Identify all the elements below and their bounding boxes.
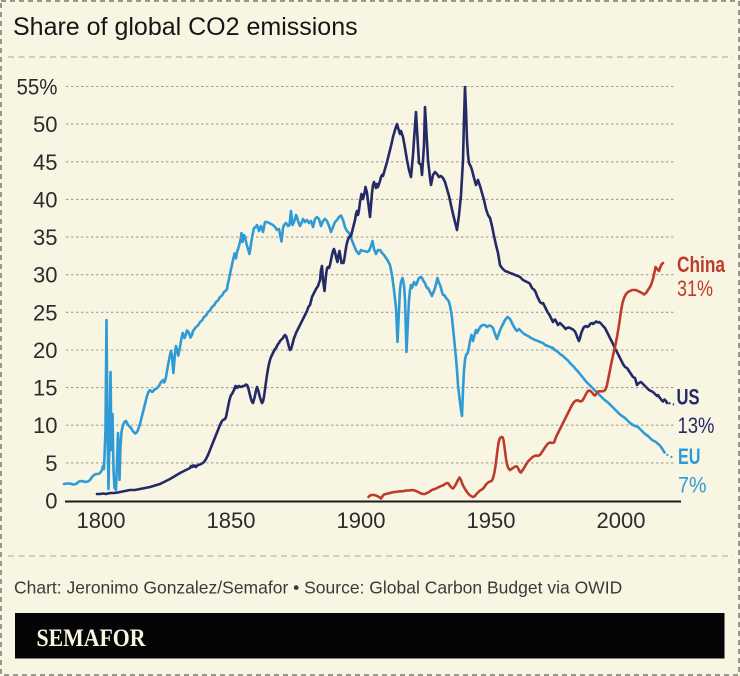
svg-text:55%: 55% <box>17 75 58 100</box>
svg-text:1850: 1850 <box>207 508 256 533</box>
svg-text:US: US <box>677 385 700 410</box>
svg-text:50: 50 <box>33 112 57 137</box>
svg-text:40: 40 <box>33 187 57 212</box>
svg-text:35: 35 <box>33 225 57 250</box>
svg-text:1800: 1800 <box>77 508 126 533</box>
svg-text:20: 20 <box>33 338 57 363</box>
svg-text:7%: 7% <box>678 473 707 498</box>
svg-text:15: 15 <box>33 376 57 401</box>
svg-text:0: 0 <box>45 489 57 514</box>
svg-text:45: 45 <box>33 150 57 175</box>
svg-text:10: 10 <box>33 413 57 438</box>
svg-text:2000: 2000 <box>597 508 646 533</box>
svg-text:China: China <box>677 252 726 277</box>
svg-text:Share of global CO2 emissions: Share of global CO2 emissions <box>13 13 358 41</box>
svg-text:31%: 31% <box>677 276 713 301</box>
svg-text:5: 5 <box>45 451 57 476</box>
svg-text:Chart: Jeronimo Gonzalez/Semaf: Chart: Jeronimo Gonzalez/Semafor • Sourc… <box>14 578 622 598</box>
svg-text:13%: 13% <box>678 413 715 438</box>
svg-text:EU: EU <box>678 444 701 469</box>
svg-text:1950: 1950 <box>467 508 516 533</box>
svg-text:25: 25 <box>33 300 57 325</box>
svg-text:1900: 1900 <box>337 508 386 533</box>
svg-text:30: 30 <box>33 263 57 288</box>
svg-text:SEMAFOR: SEMAFOR <box>37 623 146 652</box>
